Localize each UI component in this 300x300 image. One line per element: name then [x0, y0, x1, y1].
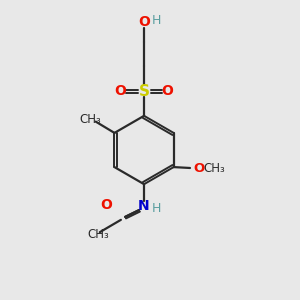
Text: CH₃: CH₃ — [88, 228, 110, 241]
Text: S: S — [139, 84, 150, 99]
Text: O: O — [115, 84, 127, 98]
Text: H: H — [152, 202, 161, 215]
Text: O: O — [100, 197, 112, 212]
Text: CH₃: CH₃ — [80, 113, 102, 126]
Text: O: O — [162, 84, 173, 98]
Text: N: N — [138, 200, 150, 214]
Text: H: H — [151, 14, 160, 27]
Text: O: O — [138, 16, 150, 29]
Text: O: O — [194, 162, 205, 175]
Text: CH₃: CH₃ — [203, 162, 225, 175]
